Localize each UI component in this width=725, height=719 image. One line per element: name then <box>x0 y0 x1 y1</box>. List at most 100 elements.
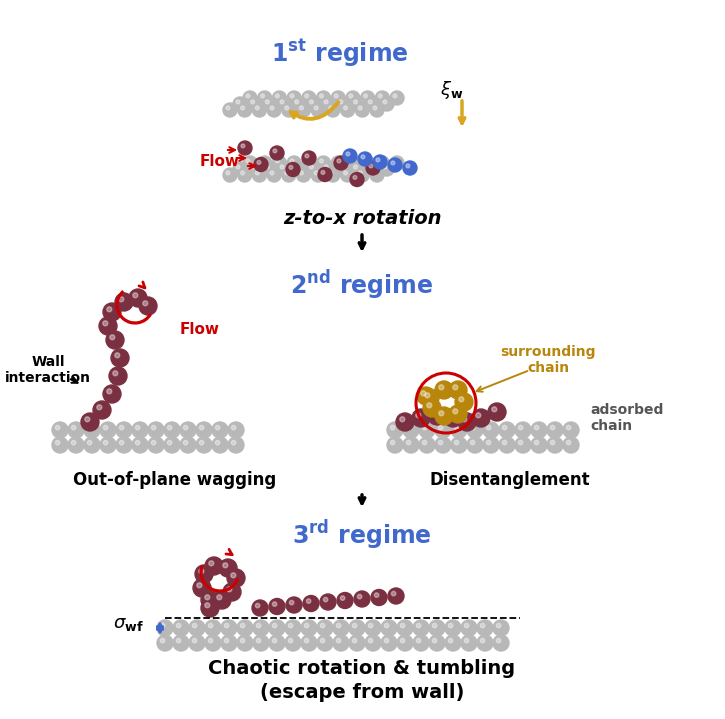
Circle shape <box>209 561 214 566</box>
Circle shape <box>423 440 427 445</box>
Circle shape <box>176 623 181 628</box>
Text: adsorbed
chain: adsorbed chain <box>590 403 663 433</box>
Circle shape <box>310 100 313 104</box>
Circle shape <box>439 411 444 416</box>
Circle shape <box>255 171 260 175</box>
Circle shape <box>84 422 100 438</box>
Circle shape <box>160 638 165 643</box>
Circle shape <box>148 422 164 438</box>
Text: (escape from wall): (escape from wall) <box>260 682 464 702</box>
Circle shape <box>419 422 435 438</box>
Circle shape <box>376 91 389 105</box>
Circle shape <box>320 94 323 98</box>
Circle shape <box>451 437 467 453</box>
Circle shape <box>115 293 133 311</box>
Circle shape <box>400 623 405 628</box>
Circle shape <box>317 156 331 170</box>
Circle shape <box>324 100 328 104</box>
Circle shape <box>199 569 204 574</box>
Circle shape <box>257 638 261 643</box>
Circle shape <box>204 603 210 608</box>
Circle shape <box>241 623 245 628</box>
Circle shape <box>167 426 172 430</box>
Circle shape <box>427 403 432 408</box>
Circle shape <box>215 440 220 445</box>
Circle shape <box>262 162 276 176</box>
Circle shape <box>152 440 156 445</box>
Circle shape <box>324 165 328 169</box>
Circle shape <box>253 635 269 651</box>
Circle shape <box>471 426 475 430</box>
Circle shape <box>199 426 204 430</box>
Circle shape <box>403 422 419 438</box>
Circle shape <box>252 600 268 616</box>
Circle shape <box>368 623 373 628</box>
Circle shape <box>435 381 453 399</box>
Circle shape <box>458 413 476 431</box>
Circle shape <box>355 103 369 117</box>
Circle shape <box>406 440 411 445</box>
Circle shape <box>349 159 353 163</box>
Circle shape <box>52 437 68 453</box>
Circle shape <box>269 598 285 615</box>
Circle shape <box>285 635 301 651</box>
Circle shape <box>180 437 196 453</box>
Circle shape <box>432 623 437 628</box>
Circle shape <box>257 160 261 165</box>
Circle shape <box>346 152 350 156</box>
Text: Flow: Flow <box>200 155 240 170</box>
Circle shape <box>93 401 111 419</box>
Circle shape <box>365 162 379 176</box>
Circle shape <box>420 391 426 396</box>
Circle shape <box>370 103 384 117</box>
Circle shape <box>390 440 395 445</box>
Circle shape <box>311 168 326 182</box>
Circle shape <box>380 162 394 176</box>
Circle shape <box>237 620 253 636</box>
Circle shape <box>113 371 118 376</box>
Circle shape <box>208 638 213 643</box>
Circle shape <box>96 405 102 410</box>
Circle shape <box>273 638 277 643</box>
Circle shape <box>289 623 293 628</box>
Circle shape <box>455 440 459 445</box>
Circle shape <box>346 156 360 170</box>
Circle shape <box>120 440 124 445</box>
Circle shape <box>366 161 380 175</box>
Circle shape <box>346 91 360 105</box>
Circle shape <box>252 168 266 182</box>
Circle shape <box>317 91 331 105</box>
Circle shape <box>276 94 279 98</box>
Text: z-to-x rotation: z-to-x rotation <box>283 209 442 227</box>
Circle shape <box>355 168 369 182</box>
Circle shape <box>305 154 309 158</box>
Circle shape <box>320 159 323 163</box>
Circle shape <box>255 106 260 110</box>
Circle shape <box>461 635 477 651</box>
Circle shape <box>116 422 132 438</box>
Circle shape <box>383 165 387 169</box>
Circle shape <box>160 623 165 628</box>
Circle shape <box>201 591 219 609</box>
Circle shape <box>301 635 317 651</box>
Circle shape <box>132 422 148 438</box>
Circle shape <box>267 103 281 117</box>
Circle shape <box>295 100 299 104</box>
Circle shape <box>148 437 164 453</box>
Circle shape <box>273 602 277 606</box>
Circle shape <box>393 159 397 163</box>
Circle shape <box>55 426 60 430</box>
Circle shape <box>321 162 335 176</box>
Circle shape <box>164 422 180 438</box>
Circle shape <box>205 635 221 651</box>
Circle shape <box>493 635 509 651</box>
Circle shape <box>261 159 265 163</box>
Circle shape <box>199 440 204 445</box>
Circle shape <box>334 156 348 170</box>
Circle shape <box>413 635 429 651</box>
Circle shape <box>236 100 240 104</box>
Circle shape <box>103 385 121 403</box>
Circle shape <box>314 106 318 110</box>
Circle shape <box>373 106 377 110</box>
Circle shape <box>103 321 108 326</box>
